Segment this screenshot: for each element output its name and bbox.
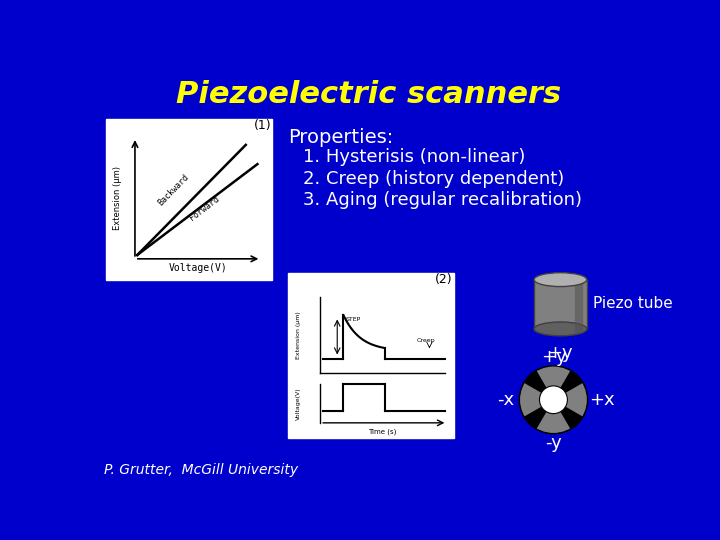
- Wedge shape: [524, 407, 546, 429]
- Text: +x: +x: [589, 391, 614, 409]
- Text: 2. Creep (history dependent): 2. Creep (history dependent): [303, 170, 564, 187]
- Wedge shape: [560, 407, 583, 429]
- Text: Piezo tube: Piezo tube: [593, 296, 672, 311]
- Text: (1): (1): [254, 119, 271, 132]
- Text: Properties:: Properties:: [287, 128, 393, 147]
- Bar: [106, 119, 272, 280]
- Text: Voltage(V): Voltage(V): [168, 263, 228, 273]
- Text: (2): (2): [435, 273, 452, 286]
- Text: Piezoelectric scanners: Piezoelectric scanners: [176, 79, 562, 109]
- Text: Backward: Backward: [156, 172, 191, 207]
- Text: Extension (μm): Extension (μm): [296, 311, 301, 359]
- Text: +y: +y: [541, 348, 566, 366]
- Circle shape: [539, 386, 567, 414]
- Bar: [534, 280, 587, 329]
- Text: 3. Aging (regular recalibration): 3. Aging (regular recalibration): [303, 191, 582, 209]
- Wedge shape: [524, 370, 546, 393]
- Wedge shape: [560, 370, 583, 393]
- Text: Voltage(V): Voltage(V): [296, 387, 301, 420]
- Text: Forward: Forward: [188, 194, 221, 223]
- Text: P. Grutter,  McGill University: P. Grutter, McGill University: [104, 463, 298, 477]
- Text: Creep: Creep: [416, 338, 435, 343]
- Ellipse shape: [534, 322, 587, 336]
- Text: +y: +y: [548, 343, 573, 362]
- Text: -y: -y: [545, 434, 562, 452]
- Text: -x: -x: [497, 391, 514, 409]
- Text: Extension (μm): Extension (μm): [114, 166, 122, 230]
- Circle shape: [519, 366, 588, 434]
- Text: STEP: STEP: [346, 317, 361, 322]
- Text: 1. Hysterisis (non-linear): 1. Hysterisis (non-linear): [303, 148, 526, 166]
- Bar: [287, 273, 454, 438]
- Text: Time (s): Time (s): [369, 429, 397, 435]
- Ellipse shape: [534, 273, 587, 287]
